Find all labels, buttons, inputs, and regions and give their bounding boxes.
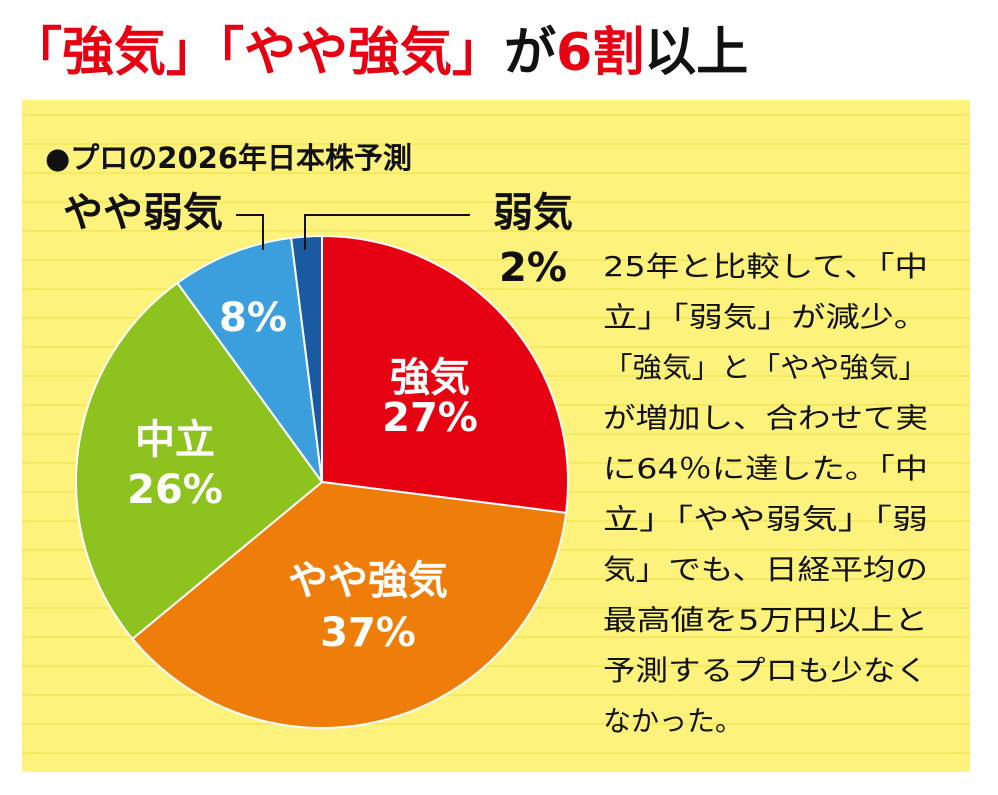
category-label: やや強気 — [288, 558, 448, 604]
pie-slice — [290, 234, 323, 483]
pie-slice — [75, 281, 324, 641]
annotation-line: 最高値を5万円以上と — [603, 604, 928, 637]
pie-slice — [321, 234, 569, 514]
title-part: が — [504, 23, 556, 83]
category-label: 中立 — [135, 417, 215, 463]
value-label: 27% — [382, 395, 478, 441]
annotation-line: 「強気」と「やや強気」 — [603, 351, 928, 384]
pie — [75, 234, 569, 729]
category-label: 弱気 — [493, 190, 573, 236]
annotation-line: 気」でも、日経平均の — [603, 553, 928, 586]
leader-line — [236, 214, 264, 250]
title-part: 「強気」「やや強気」 — [10, 23, 504, 83]
annotation-line: 予測するプロも少なく — [603, 654, 928, 687]
leader-line — [304, 214, 470, 250]
value-label: 26% — [127, 467, 223, 513]
annotation-line: が増加し、合わせて実 — [603, 402, 928, 435]
chart-title: 「強気」「やや強気」が6割以上 — [10, 23, 748, 83]
annotation-line: 立」「弱気」が減少。 — [603, 301, 928, 334]
annotation-line: に64％に達した。「中 — [603, 452, 928, 485]
annotation-line: なかった。 — [603, 705, 743, 738]
pie-slice — [131, 480, 568, 729]
category-label: やや弱気 — [63, 190, 223, 236]
chart-subtitle: ●プロの2026年日本株予測 — [45, 141, 412, 175]
annotation-line: 25年と比較して、「中 — [603, 250, 928, 283]
title-part: 以上 — [644, 23, 748, 83]
annotation: 25年と比較して、「中立」「弱気」が減少。「強気」と「やや強気」が増加し、合わせ… — [603, 250, 928, 738]
category-label: 強気 — [390, 355, 470, 401]
annotation-line: 立」「やや弱気」「弱 — [603, 503, 928, 536]
title-part: 6割 — [556, 23, 644, 83]
value-label: 8% — [219, 295, 287, 341]
value-label: 37% — [320, 610, 416, 656]
pie-slice — [176, 236, 323, 483]
value-label: 2% — [499, 245, 567, 291]
